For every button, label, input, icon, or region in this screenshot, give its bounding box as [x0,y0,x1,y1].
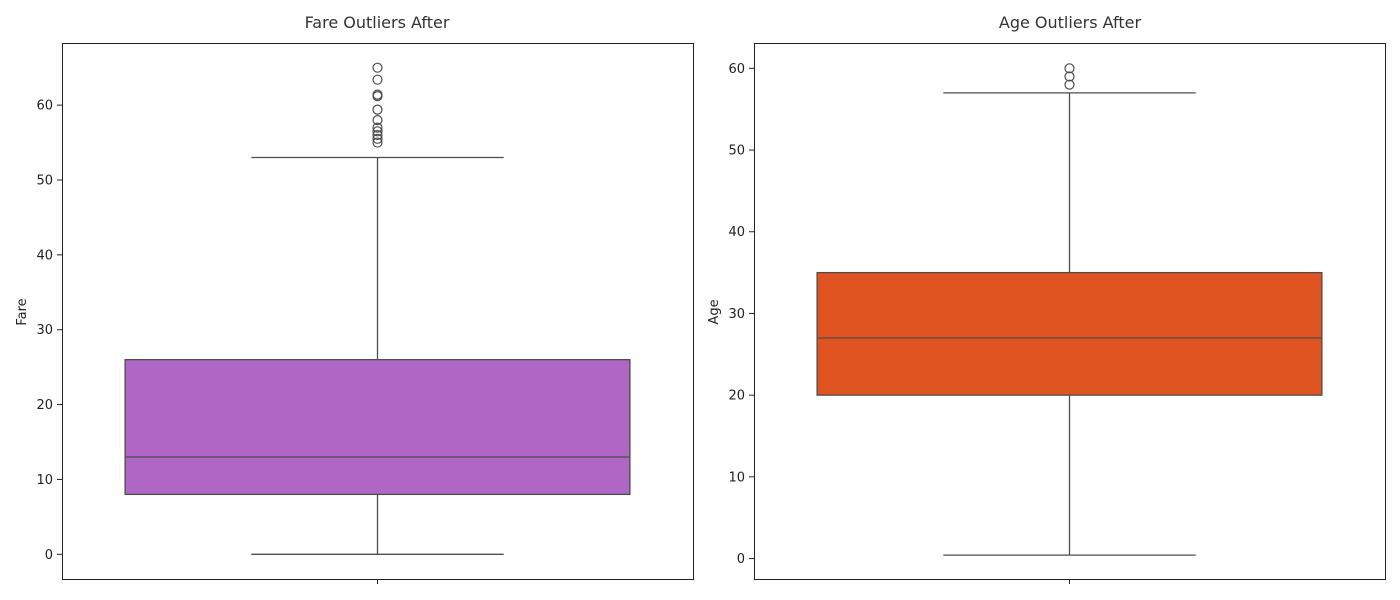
y-tick-label: 50 [36,173,53,188]
chart-title: Fare Outliers After [305,13,450,32]
outlier-point [1064,71,1075,82]
chart-title: Age Outliers After [999,13,1142,32]
box [816,271,1323,396]
y-tick-label: 20 [728,389,745,404]
panel-fare: Fare Outliers After Fare 0 10 20 30 40 50 60 [15,13,694,584]
outlier-point [372,104,383,115]
outlier-point [372,133,383,144]
plot-frame [62,43,694,580]
y-axis-label: Fare [15,298,30,325]
plot-area: 0 10 20 30 40 50 60 [36,62,631,584]
outlier-point [372,74,383,85]
y-tick-label: 40 [36,248,53,263]
outlier-point [372,129,383,141]
outlier-point [372,62,383,73]
y-tick-label: 30 [36,323,53,338]
y-tick-label: 0 [737,552,745,567]
y-tick-label: 60 [728,62,745,77]
y-tick-label: 10 [36,473,53,488]
y-tick-label: 30 [728,307,745,322]
y-tick-label: 50 [728,144,745,159]
y-tick-label: 40 [728,225,745,240]
box [124,359,631,496]
outlier-point [372,89,383,100]
outlier-point [372,126,383,137]
outlier-point [1064,79,1075,90]
y-tick-label: 0 [45,548,53,563]
panel-age: Age Outliers After Age 0 10 20 30 40 50 60 [707,13,1386,584]
y-tick-label: 10 [728,470,745,485]
outlier-point [372,122,383,133]
y-tick-label: 60 [36,99,53,114]
plot-area: 0 10 20 30 40 50 60 [728,62,1323,584]
outlier-point [372,137,383,148]
outlier-point [372,115,383,126]
y-tick-label: 20 [36,398,53,413]
plot-frame [754,43,1386,580]
y-axis-label: Age [707,299,722,324]
outlier-point [1064,63,1075,74]
